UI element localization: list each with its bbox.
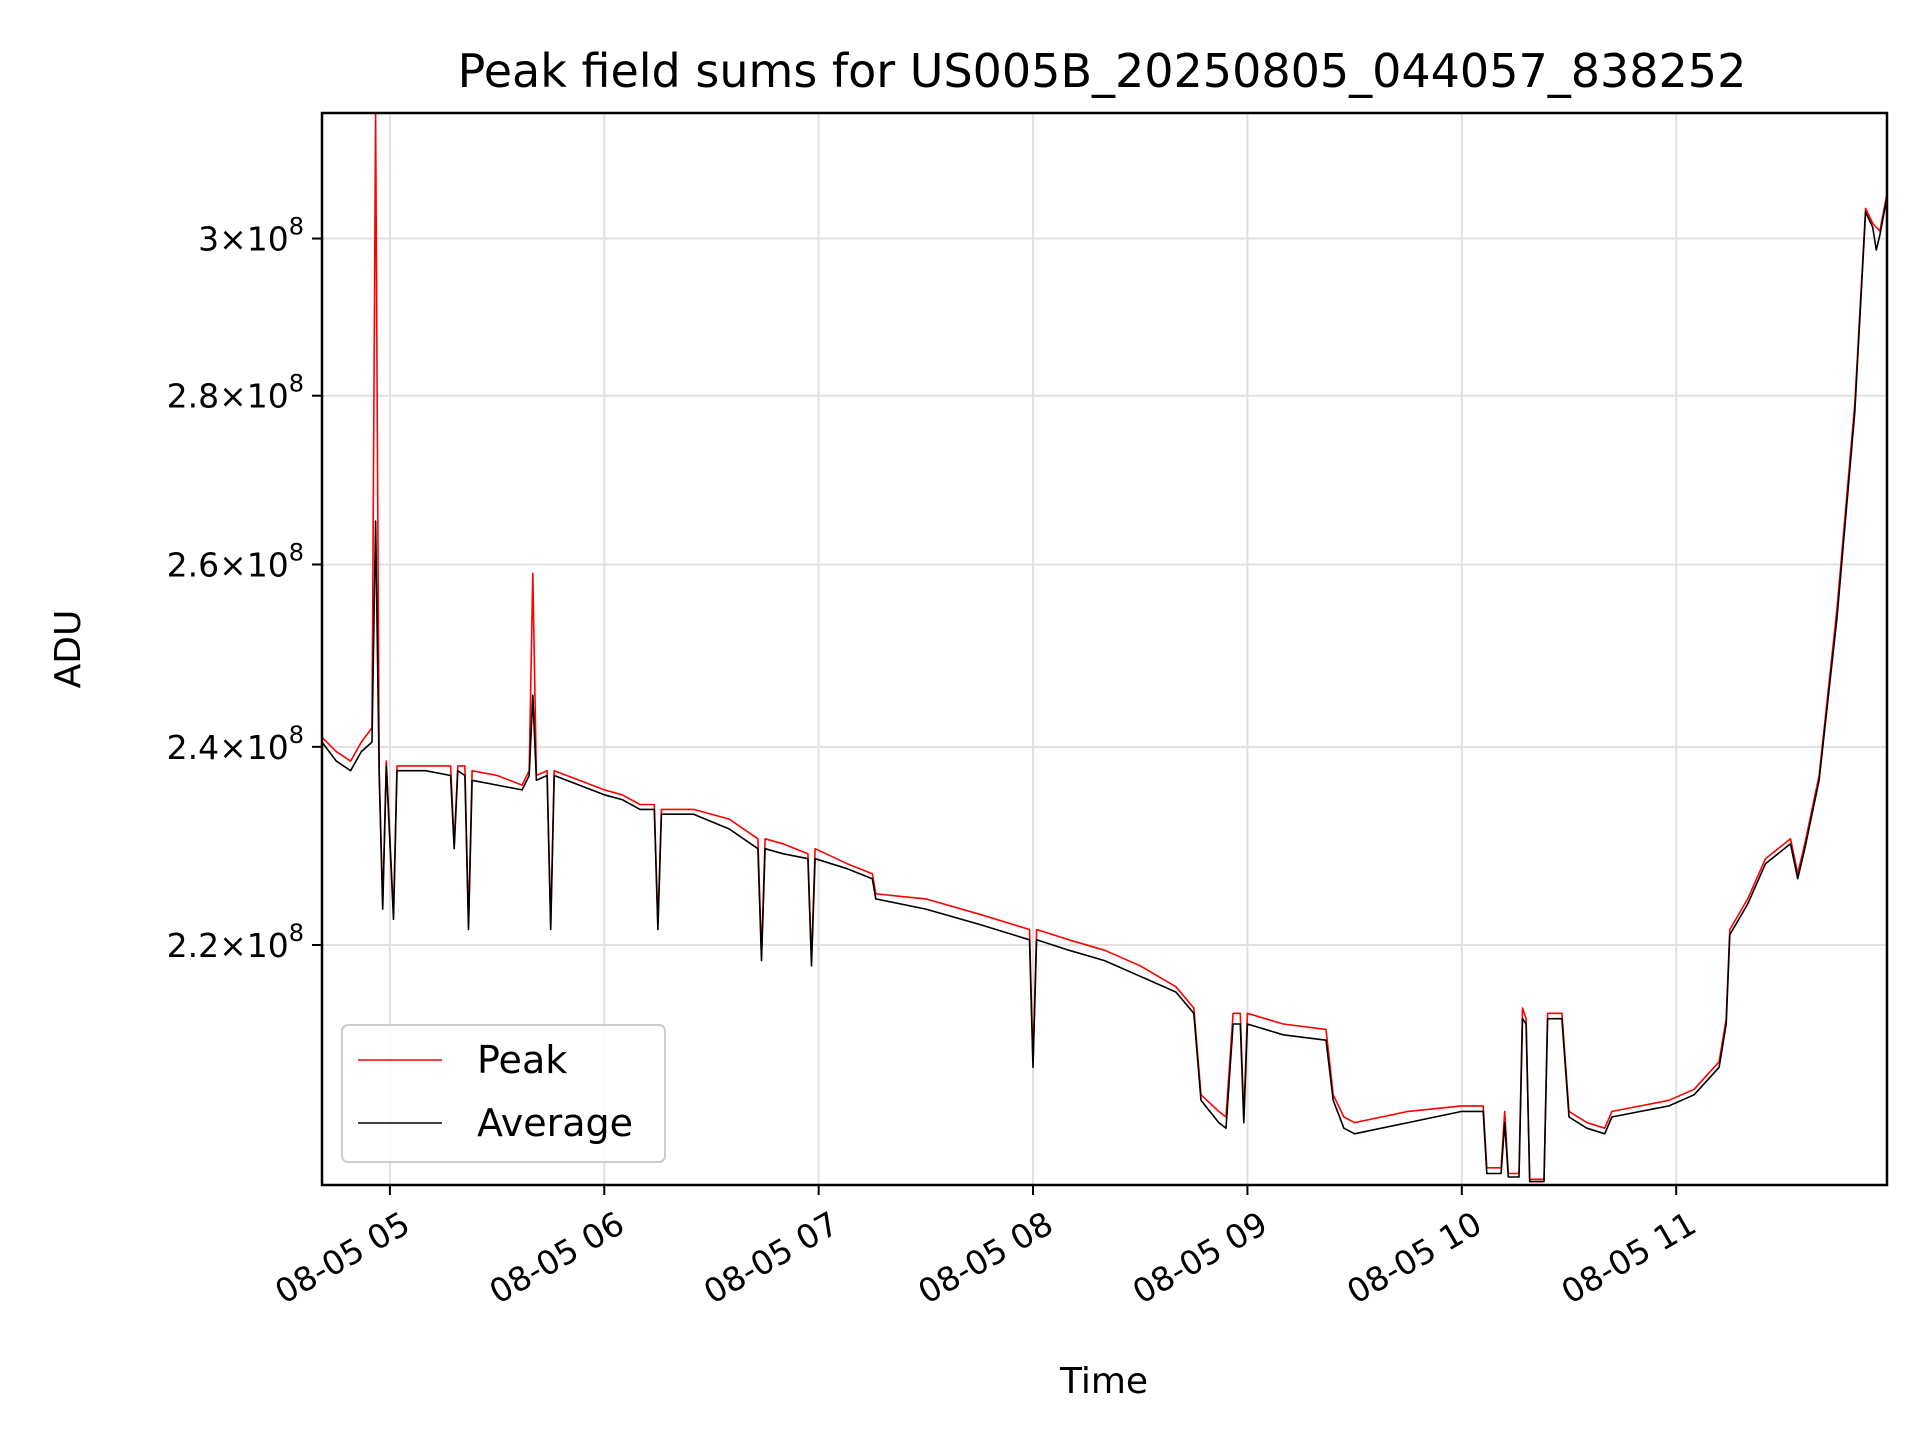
x-axis-label: Time (1059, 1361, 1148, 1402)
y-tick-mantissa: 3 (198, 220, 219, 259)
chart-title: Peak field sums for US005B_20250805_0440… (458, 44, 1747, 98)
y-axis-label: ADU (48, 610, 89, 689)
plot-frame (320, 111, 1889, 1187)
y-tick-exponent: 8 (289, 370, 304, 398)
series-line-average (322, 197, 1887, 1183)
legend: Peak Average (341, 1024, 666, 1163)
grid (322, 113, 1887, 1185)
y-tick-label: 3×108 (198, 213, 304, 259)
y-tick-mantissa: 2.8 (167, 377, 219, 416)
y-tick-label: 2.6×108 (167, 539, 304, 585)
y-tick-mantissa: 2.6 (167, 546, 219, 585)
y-tick-exponent: 8 (289, 919, 304, 947)
y-tick-mantissa: 2.4 (167, 728, 219, 767)
y-tick-times: ×10 (219, 926, 289, 965)
y-tick-times: ×10 (219, 377, 289, 416)
y-tick-mantissa: 2.2 (167, 926, 219, 965)
legend-label-average: Average (477, 1101, 633, 1145)
y-tick-times: ×10 (219, 220, 289, 259)
y-tick-exponent: 8 (289, 213, 304, 241)
y-tick-times: ×10 (219, 546, 289, 585)
y-tick-exponent: 8 (289, 539, 304, 567)
y-tick-label: 2.4×108 (167, 721, 304, 767)
legend-label-peak: Peak (477, 1038, 567, 1082)
series-line-peak (322, 113, 1887, 1181)
y-tick-label: 2.2×108 (167, 919, 304, 965)
y-tick-times: ×10 (219, 728, 289, 767)
y-tick-label: 2.8×108 (167, 370, 304, 416)
plot-area (322, 113, 1887, 1183)
y-tick-exponent: 8 (289, 721, 304, 749)
